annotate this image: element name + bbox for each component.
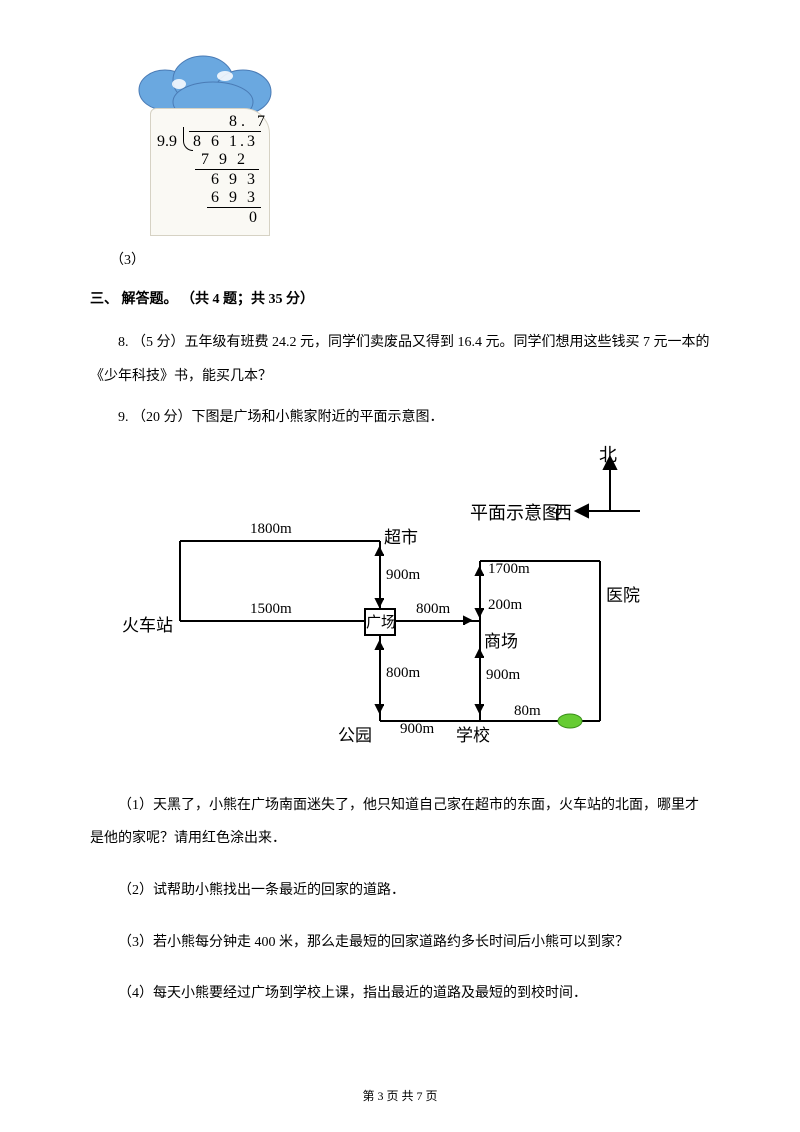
dividend: 8 6 1.3 bbox=[193, 133, 258, 151]
step-sub2: 6 9 3 bbox=[211, 189, 258, 207]
dist-1800: 1800m bbox=[250, 521, 292, 538]
q9-sub4: （4）每天小熊要经过广场到学校上课，指出最近的道路及最短的到校时间． bbox=[90, 977, 710, 1011]
label-square: 广场 bbox=[366, 611, 396, 632]
dist-900-park: 900m bbox=[400, 721, 434, 738]
label-park: 公园 bbox=[338, 721, 372, 746]
step-rem1: 6 9 3 bbox=[211, 171, 258, 189]
step-rem2: 0 bbox=[249, 209, 257, 227]
subpart-label-3: （3） bbox=[110, 249, 145, 269]
dist-800-d: 800m bbox=[386, 665, 420, 682]
map-title: 平面示意图 bbox=[470, 499, 560, 525]
longdiv-figure: 8. 7 9.9 8 6 1.3 7 9 2 6 9 3 6 9 3 0 bbox=[135, 50, 295, 250]
rule-2 bbox=[207, 207, 261, 208]
page-footer: 第 3 页 共 7 页 bbox=[0, 1087, 800, 1104]
division-paren bbox=[183, 127, 193, 151]
division-bar bbox=[189, 131, 261, 132]
question-9-intro: 9. （20 分）下图是广场和小熊家附近的平面示意图． bbox=[90, 401, 710, 435]
quotient: 8. 7 bbox=[229, 113, 269, 131]
dist-800-r: 800m bbox=[416, 601, 450, 618]
q9-sub2: （2）试帮助小熊找出一条最近的回家的道路． bbox=[90, 874, 710, 908]
map-svg bbox=[140, 451, 660, 761]
dist-200: 200m bbox=[488, 597, 522, 614]
dist-80: 80m bbox=[514, 703, 541, 720]
dist-900-up: 900m bbox=[386, 567, 420, 584]
q9-sub3: （3）若小熊每分钟走 400 米，那么走最短的回家道路约多长时间后小熊可以到家？ bbox=[90, 926, 710, 960]
question-8: 8. （5 分）五年级有班费 24.2 元，同学们卖废品又得到 16.4 元。同… bbox=[90, 326, 710, 393]
label-school: 学校 bbox=[456, 721, 490, 746]
plan-map: 北 西 平面示意图 超市 医院 火车站 广场 商场 公园 学校 1800m 15… bbox=[140, 451, 660, 761]
step-sub1: 7 9 2 bbox=[201, 151, 248, 169]
compass-north: 北 bbox=[599, 441, 617, 467]
label-hospital: 医院 bbox=[606, 581, 640, 606]
q9-sub1: （1）天黑了，小熊在广场南面迷失了，他只知道自己家在超市的东面，火车站的北面，哪… bbox=[90, 789, 710, 856]
section-3-title: 三、 解答题。 （共 4 题；共 35 分） bbox=[90, 288, 710, 308]
divisor: 9.9 bbox=[157, 133, 177, 151]
green-marker-icon bbox=[558, 714, 582, 728]
rule-1 bbox=[195, 169, 259, 170]
label-supermarket: 超市 bbox=[384, 523, 418, 548]
dist-1500: 1500m bbox=[250, 601, 292, 618]
label-mall: 商场 bbox=[484, 627, 518, 652]
dist-1700: 1700m bbox=[488, 561, 530, 578]
dist-900-mall: 900m bbox=[486, 667, 520, 684]
label-train: 火车站 bbox=[122, 611, 173, 636]
long-division-work: 8. 7 9.9 8 6 1.3 7 9 2 6 9 3 6 9 3 0 bbox=[150, 108, 270, 236]
